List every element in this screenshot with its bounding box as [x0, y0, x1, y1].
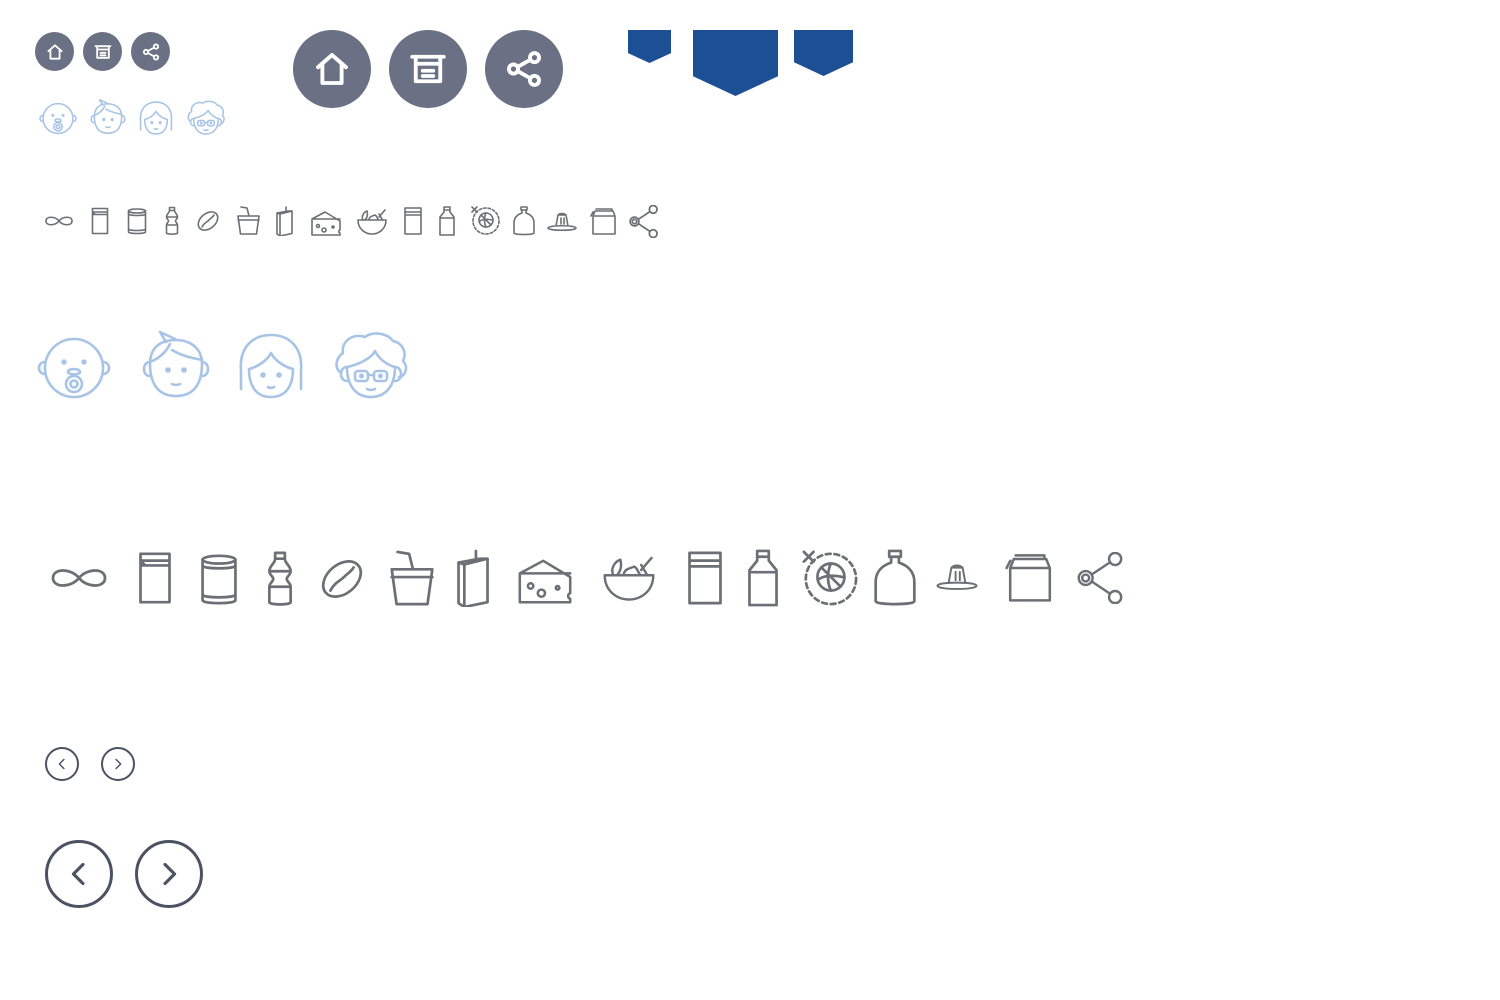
- archive-button[interactable]: [83, 32, 122, 71]
- lunch-box-icon: [589, 206, 619, 236]
- drink-cup-with-straw-icon: [234, 206, 264, 236]
- bookmark-ribbon-large[interactable]: [693, 30, 778, 96]
- share-icon: [503, 48, 545, 90]
- grandma-face-icon: [331, 331, 411, 401]
- archive-icon: [93, 42, 113, 62]
- coffee-bean-icon: [193, 206, 223, 236]
- archive-icon: [407, 48, 449, 90]
- cream-carton-icon: [398, 206, 428, 236]
- archive-button-large[interactable]: [389, 30, 467, 108]
- home-icon: [45, 42, 65, 62]
- milk-carton-icon: [125, 549, 185, 607]
- milk-bottle-icon: [432, 206, 462, 236]
- yogurt-drink-bottle-icon: [250, 550, 310, 608]
- previous-button[interactable]: [45, 747, 79, 781]
- boy-face-icon: [87, 98, 129, 136]
- chevron-right-icon: [150, 855, 188, 893]
- next-button[interactable]: [101, 747, 135, 781]
- yogurt-drink-bottle-icon: [157, 206, 187, 236]
- share-icon: [1077, 552, 1129, 604]
- baby-face-icon: [33, 332, 115, 402]
- cheese-icon: [517, 550, 573, 604]
- home-button[interactable]: [35, 32, 74, 71]
- boy-face-icon: [136, 329, 216, 401]
- milk-carton-icon: [85, 206, 115, 236]
- infinity-icon: [48, 548, 110, 608]
- squeeze-bottle-icon: [866, 549, 924, 607]
- previous-button-large[interactable]: [45, 840, 113, 908]
- share-button-large[interactable]: [485, 30, 563, 108]
- woman-face-icon: [231, 331, 311, 401]
- bookmark-ribbon-small[interactable]: [628, 30, 671, 63]
- home-button-large[interactable]: [293, 30, 371, 108]
- chevron-right-icon: [109, 755, 127, 773]
- pudding-icon: [546, 206, 578, 236]
- share-button[interactable]: [131, 32, 170, 71]
- bookmark-ribbon-medium[interactable]: [794, 30, 853, 76]
- share-icon: [141, 42, 161, 62]
- squeeze-bottle-icon: [509, 206, 539, 236]
- home-icon: [311, 48, 353, 90]
- can-icon: [122, 206, 152, 236]
- infinity-icon: [44, 206, 74, 236]
- juice-box-icon: [270, 206, 300, 236]
- grandma-face-icon: [185, 100, 227, 136]
- salad-bowl-icon: [357, 206, 387, 236]
- next-button-large[interactable]: [135, 840, 203, 908]
- pudding-icon: [934, 555, 980, 597]
- woman-face-icon: [135, 100, 177, 136]
- can-icon: [189, 550, 249, 608]
- cream-carton-icon: [675, 549, 735, 607]
- share-icon: [629, 205, 662, 238]
- baby-face-icon: [37, 100, 79, 136]
- drink-cup-with-straw-icon: [383, 550, 443, 608]
- cheese-icon: [311, 206, 341, 236]
- no-ball-icon: [800, 548, 858, 606]
- chevron-left-icon: [53, 755, 71, 773]
- chevron-left-icon: [60, 855, 98, 893]
- milk-bottle-icon: [733, 549, 793, 607]
- lunch-box-icon: [1003, 550, 1057, 604]
- juice-box-icon: [444, 549, 504, 607]
- salad-bowl-icon: [598, 551, 660, 603]
- no-ball-icon: [470, 205, 500, 235]
- coffee-bean-icon: [312, 550, 372, 608]
